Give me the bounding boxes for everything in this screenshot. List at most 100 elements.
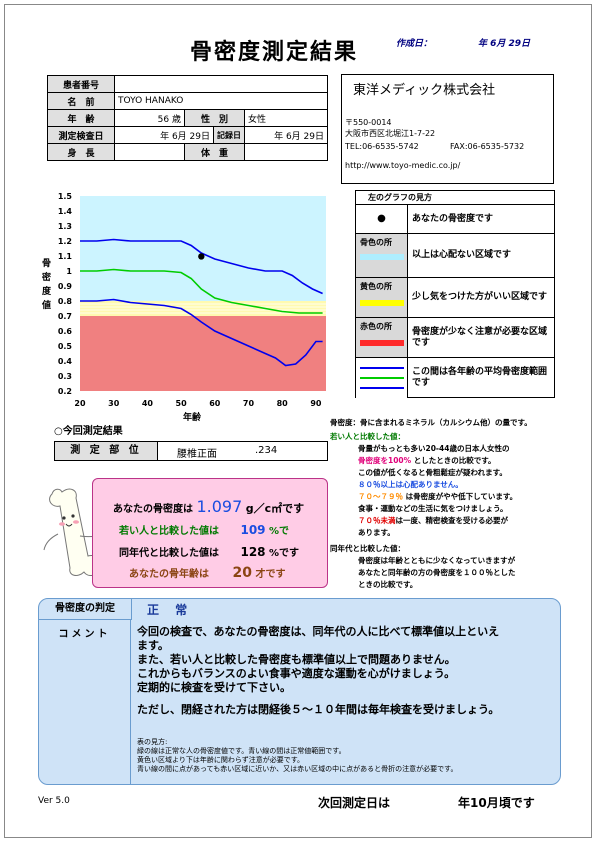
footnote-2: 緑の線は正常な人の骨密度値です。青い線の間は正常値範囲です。 (137, 747, 346, 755)
chart-x-tick-7: 90 (310, 399, 322, 408)
chart-x-tick-3: 50 (176, 399, 188, 408)
version: Ver 5.0 (38, 796, 70, 806)
chart-y-tick-6: 0.8 (58, 297, 73, 306)
company-tel: TEL:06-6535-5742 (345, 142, 419, 151)
legend-row-point: ● あなたの骨密度です (356, 205, 554, 234)
chart-zone-0 (80, 316, 326, 391)
same-age-value: 128 (240, 545, 266, 559)
chart-x-tick-1: 30 (108, 399, 120, 408)
bone-mascot-icon (43, 488, 103, 576)
created-date: 年 6月 29日 (478, 39, 531, 49)
chart-x-tick-4: 60 (209, 399, 221, 408)
bone-age-unit: 才です (255, 569, 286, 580)
height-label: 身 長 (47, 143, 115, 161)
note-young-7b: は一度、精密検査を受ける必要が (395, 516, 509, 525)
legend-row-blue: 骨色の所 以上は心配ない区域です (356, 234, 554, 278)
company-fax: FAX:06-6535-5732 (450, 142, 525, 151)
legend-dot-icon: ● (356, 205, 408, 233)
test-date-value: 年 6月 29日 (114, 126, 214, 144)
footnote-3: 黄色い区域より下は年齢に関わらず注意が必要です。 (137, 756, 305, 764)
result-summary: あなたの骨密度は 1.097 g／c㎡です 若い人と比較した値は 109 %で … (92, 478, 328, 588)
same-age-label: 同年代と比較した値は (119, 548, 219, 559)
chart-series-line-1 (80, 268, 323, 314)
chart-x-tick-5: 70 (243, 399, 255, 408)
chart-y-tick-5: 0.7 (58, 312, 72, 321)
patient-table: 患者番号 名 前 TOYO HANAKO 年 齢 56 歳 性 別 女性 測定検… (47, 75, 328, 161)
legend-label-red: 赤色の所 (360, 322, 392, 331)
judgement-panel: 骨密度の判定 正 常 コメント 今回の検査で、あなたの骨密度は、同年代の人に比べ… (38, 598, 561, 785)
note-young-6: 食事・運動などの生活に気をつけましょう。 (358, 504, 508, 513)
bmd-value: 1.097 (196, 497, 243, 516)
chart-y-tick-4: 0.6 (58, 327, 73, 336)
young-compare-label: 若い人と比較した値は (119, 526, 219, 537)
page-frame (4, 4, 592, 838)
note-same-2: あなたと同年齢の方の骨密度を１００％とした (358, 568, 516, 577)
comment-line-3: また、若い人と比較した骨密度も標準値以上で問題ありません。 (137, 653, 456, 666)
site-label: 測 定 部 位 (55, 442, 158, 460)
chart-y-tick-12: 1.4 (58, 207, 73, 216)
chart-bmd-point (198, 253, 205, 260)
note-young-5b: は骨密度がやや低下しています。 (405, 492, 518, 501)
company-address: 大阪市西区北堀江1-7-22 (345, 129, 436, 138)
note-young-3: この値が低くなると骨粗鬆症が疑われます。 (358, 468, 507, 477)
chart-y-tick-7: 0.9 (58, 282, 73, 291)
note-young-2b: としたときの比較です。 (413, 456, 496, 465)
chart-y-tick-3: 0.5 (58, 342, 73, 351)
chart-y-tick-8: 1 (66, 267, 72, 276)
note-same-header: 同年代と比較した値： (330, 544, 405, 553)
bmd-chart: 0.2 0.3 0.4 0.5 0.6 0.7 0.8 0.9 1 1.1 1.2 1.3 1.4 1.5… (41, 192, 326, 423)
note-young-2a: 骨密度を100% (358, 456, 412, 465)
bone-age-label: あなたの骨年齢は (129, 569, 209, 580)
comment-line-4: これからもバランスのよい食事や適度な運動を心がけましょう。 (137, 667, 456, 680)
footnote-4: 青い線の間に点があっても赤い区域に近いか、又は赤い区域の中に点があると骨折の注意… (137, 765, 458, 773)
legend-line-blue-top (360, 367, 404, 369)
legend-label-yellow: 黄色の所 (360, 282, 392, 291)
chart-y-label: 骨密度値 (41, 258, 52, 311)
footnote-1: 表の見方: (137, 738, 168, 746)
chart-y-tick-11: 1.3 (58, 222, 72, 231)
legend-swatch-yellow (360, 300, 404, 306)
weight-label: 体 重 (184, 143, 245, 161)
chart-legend: 左のグラフの見方 ● あなたの骨密度です 骨色の所 以上は心配ない区域です 黄色… (355, 190, 555, 398)
company-name: 東洋メディック株式会社 (353, 83, 496, 98)
bone-age-value: 20 (232, 565, 252, 581)
chart-x-label: 年齢 (183, 411, 202, 423)
record-date-label: 記録日 (213, 126, 245, 144)
chart-y-tick-10: 1.2 (58, 237, 72, 246)
measurement-site: 測 定 部 位 腰椎正面 .234 (54, 441, 328, 461)
legend-row-red: 赤色の所 骨密度が少なく注意が必要な区域です (356, 318, 554, 358)
company-postal: 〒550-0014 (345, 118, 392, 127)
chart-y-tick-0: 0.2 (58, 387, 72, 396)
patient-id-label: 患者番号 (47, 75, 115, 93)
comment-line-1: 今回の検査で、あなたの骨密度は、同年代の人に比べて標準値以上といえ (137, 625, 500, 638)
legend-header: 左のグラフの見方 (356, 191, 554, 205)
legend-swatch-red (360, 340, 404, 346)
patient-name-label: 名 前 (47, 92, 115, 110)
legend-row-lines: この間は各年齢の平均骨密度範囲です (356, 358, 554, 398)
bmd-label: あなたの骨密度は (113, 504, 193, 515)
chart-y-tick-13: 1.5 (58, 192, 73, 201)
patient-id-value (114, 75, 328, 93)
same-age-unit: %です (269, 548, 300, 559)
legend-text-lines: この間は各年齢の平均骨密度範囲です (412, 367, 548, 388)
weight-value (244, 143, 328, 161)
note-young-7a: ７０％未満 (358, 516, 396, 525)
company-url: http://www.toyo-medic.co.jp/ (345, 161, 461, 170)
legend-text-blue: 以上は心配ない区域です (412, 250, 512, 260)
note-young-5a: ７０～７９％ (358, 492, 403, 501)
patient-sex-value: 女性 (244, 109, 328, 127)
patient-name-value: TOYO HANAKO (114, 92, 328, 110)
test-date-label: 測定検査日 (47, 126, 115, 144)
chart-series-line-0 (80, 238, 323, 295)
legend-text-point: あなたの骨密度です (412, 213, 494, 224)
patient-age-value: 56 歳 (114, 109, 185, 127)
legend-line-green (360, 377, 404, 379)
next-test-value: 年10月頃です (458, 796, 535, 810)
current-result-heading: ○今回測定結果 (54, 426, 123, 437)
patient-age-label: 年 齢 (47, 109, 115, 127)
chart-y-tick-1: 0.3 (58, 372, 72, 381)
legend-text-red: 骨密度が少なく注意が必要な区域です (412, 326, 548, 348)
legend-text-yellow: 少し気をつけた方がいい区域です (412, 292, 548, 302)
note-same-1: 骨密度は年齢とともに少なくなっていきますが (358, 556, 516, 565)
note-young-header: 若い人と比較した値： (330, 432, 405, 441)
